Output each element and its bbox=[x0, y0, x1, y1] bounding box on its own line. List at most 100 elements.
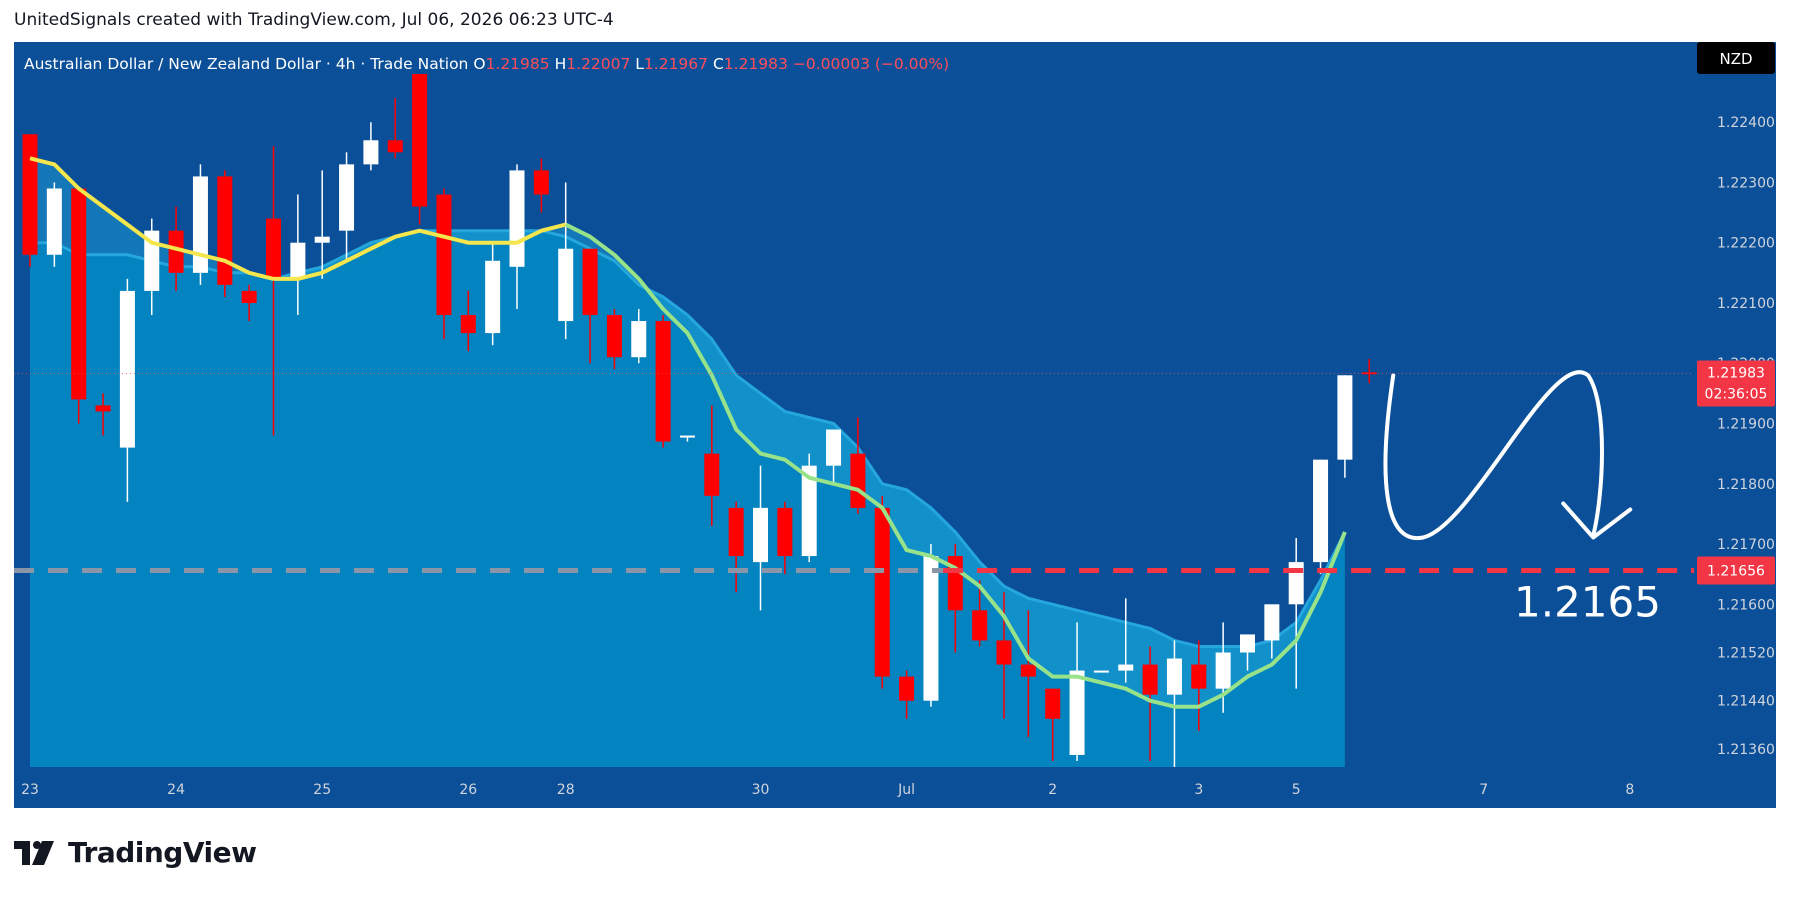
candle-body bbox=[704, 453, 720, 496]
candle-body bbox=[290, 242, 306, 279]
candle-body bbox=[1361, 372, 1377, 375]
candle-39[interactable] bbox=[972, 580, 988, 647]
candle-42[interactable] bbox=[1045, 688, 1061, 761]
candle-13[interactable] bbox=[339, 152, 355, 261]
candle-body bbox=[753, 507, 768, 563]
candle-2[interactable] bbox=[71, 188, 87, 424]
candle-8[interactable] bbox=[217, 170, 233, 297]
candle-body bbox=[144, 230, 160, 291]
candle-0[interactable] bbox=[22, 134, 38, 267]
y-tick-label: 1.21800 bbox=[1717, 477, 1775, 493]
currency-badge[interactable]: NZD bbox=[1697, 42, 1775, 74]
x-tick-label: 23 bbox=[21, 782, 39, 798]
candle-44[interactable] bbox=[1093, 670, 1109, 673]
candle-body bbox=[1313, 459, 1329, 563]
candle-30[interactable] bbox=[753, 465, 768, 611]
candle-body bbox=[582, 248, 598, 316]
x-tick-label: 2 bbox=[1048, 782, 1057, 798]
candle-16[interactable] bbox=[412, 73, 428, 225]
candle-18[interactable] bbox=[460, 290, 476, 352]
candle-41[interactable] bbox=[1020, 610, 1036, 737]
candle-24[interactable] bbox=[606, 309, 622, 370]
projection-arrow-head bbox=[1561, 501, 1633, 540]
candle-body bbox=[655, 321, 671, 442]
candle-body bbox=[314, 236, 330, 243]
moving-average-line-yellow bbox=[29, 156, 567, 281]
candle-33[interactable] bbox=[826, 429, 842, 484]
y-tick-label: 1.22400 bbox=[1717, 115, 1775, 131]
tradingview-logo[interactable]: TradingView bbox=[14, 836, 257, 869]
y-tick-label: 1.21900 bbox=[1717, 417, 1775, 433]
candle-19[interactable] bbox=[485, 242, 501, 346]
candle-body bbox=[71, 188, 87, 400]
candle-43[interactable] bbox=[1069, 622, 1085, 761]
legend-symbol: Australian Dollar / New Zealand Dollar ·… bbox=[24, 55, 949, 73]
candle-50[interactable] bbox=[1240, 634, 1255, 671]
candle-body bbox=[217, 176, 233, 285]
candle-51[interactable] bbox=[1264, 604, 1280, 659]
symbol-name: Australian Dollar / New Zealand Dollar bbox=[24, 55, 322, 73]
candle-54[interactable] bbox=[1337, 375, 1353, 478]
candle-14[interactable] bbox=[363, 122, 379, 171]
candle-body bbox=[95, 405, 111, 412]
candle-9[interactable] bbox=[241, 284, 257, 322]
candle-45[interactable] bbox=[1118, 598, 1134, 683]
candle-body bbox=[485, 260, 501, 334]
candle-5[interactable] bbox=[144, 218, 160, 316]
candle-48[interactable] bbox=[1191, 640, 1207, 731]
current-price-badge: 1.21983 02:36:05 bbox=[1697, 360, 1775, 407]
candle-11[interactable] bbox=[290, 194, 306, 316]
chart-panel[interactable]: 1.2165 1.22400 1.22300 1.22200 1.22100 1.220… bbox=[14, 42, 1776, 808]
candle-28[interactable] bbox=[704, 405, 720, 526]
candle-body bbox=[1215, 652, 1231, 689]
candle-26[interactable] bbox=[655, 315, 671, 448]
candle-46[interactable] bbox=[1142, 646, 1158, 761]
change-value: −0.00003 (−0.00%) bbox=[793, 55, 949, 73]
candle-35[interactable] bbox=[874, 495, 890, 689]
high-label: H bbox=[555, 55, 567, 73]
candle-7[interactable] bbox=[192, 164, 208, 285]
candle-12[interactable] bbox=[314, 170, 330, 279]
candle-3[interactable] bbox=[95, 393, 111, 436]
y-tick-label: 1.22300 bbox=[1717, 175, 1775, 191]
candle-body bbox=[460, 315, 476, 334]
candle-49[interactable] bbox=[1215, 622, 1231, 713]
candle-29[interactable] bbox=[728, 501, 744, 593]
candle-23[interactable] bbox=[582, 248, 598, 364]
candle-body bbox=[972, 610, 988, 641]
candle-27[interactable] bbox=[679, 435, 695, 442]
candle-25[interactable] bbox=[631, 309, 647, 364]
candle-21[interactable] bbox=[533, 158, 549, 213]
candle-36[interactable] bbox=[899, 670, 915, 719]
candle-15[interactable] bbox=[387, 98, 403, 159]
candle-1[interactable] bbox=[46, 182, 62, 267]
y-tick-label: 1.21520 bbox=[1717, 646, 1775, 662]
low-value: 1.21967 bbox=[644, 55, 708, 73]
candle-body bbox=[509, 170, 525, 267]
candle-body bbox=[363, 140, 379, 165]
candle-body bbox=[1045, 688, 1061, 719]
x-tick-label: 3 bbox=[1194, 782, 1203, 798]
candle-47[interactable] bbox=[1166, 640, 1182, 767]
candle-body bbox=[1191, 664, 1207, 689]
candle-37[interactable] bbox=[923, 544, 939, 707]
candle-body bbox=[1093, 670, 1109, 673]
candle-body bbox=[436, 194, 452, 316]
candle-10[interactable] bbox=[266, 146, 281, 436]
x-tick-label: 30 bbox=[752, 782, 770, 798]
y-tick-label: 1.21360 bbox=[1717, 742, 1775, 758]
candle-53[interactable] bbox=[1313, 459, 1329, 575]
candle-4[interactable] bbox=[119, 278, 135, 502]
candle-22[interactable] bbox=[558, 182, 574, 340]
candle-32[interactable] bbox=[801, 453, 817, 563]
price-chart[interactable]: 1.2165 1.22400 1.22300 1.22200 1.22100 1.220… bbox=[14, 42, 1776, 808]
candle-31[interactable] bbox=[777, 501, 793, 575]
candle-body bbox=[119, 290, 135, 448]
x-tick-label: 8 bbox=[1625, 782, 1634, 798]
low-label: L bbox=[635, 55, 644, 73]
target-price-badge: 1.21656 bbox=[1697, 556, 1775, 585]
candle-17[interactable] bbox=[436, 188, 452, 340]
projection-arrow bbox=[1383, 370, 1604, 541]
x-tick-label: 25 bbox=[313, 782, 331, 798]
candle-55[interactable] bbox=[1361, 359, 1377, 384]
